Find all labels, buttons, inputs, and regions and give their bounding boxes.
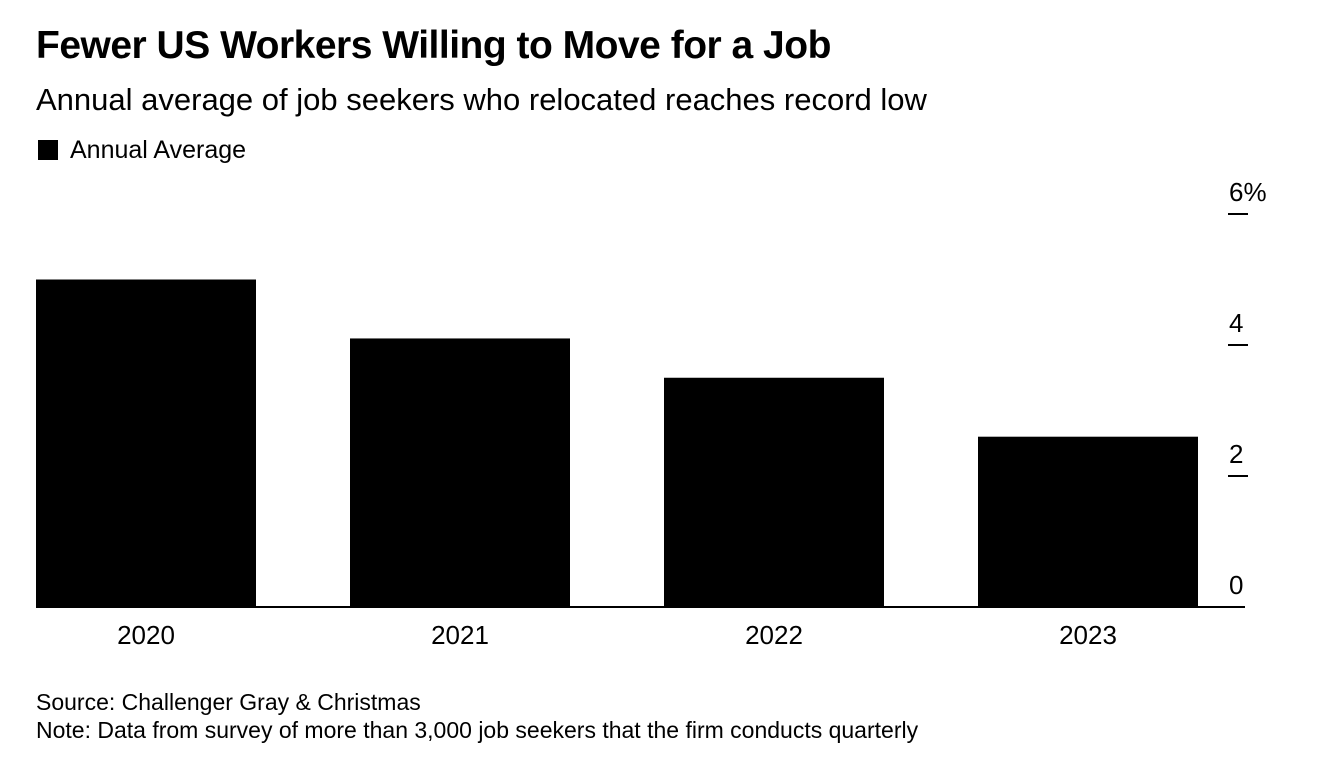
- footnote: Note: Data from survey of more than 3,00…: [36, 717, 919, 743]
- y-tick-label-0: 0: [1229, 570, 1243, 600]
- x-tick-label-2022: 2022: [745, 620, 803, 650]
- x-tick-label-2023: 2023: [1059, 620, 1117, 650]
- source-note: Source: Challenger Gray & Christmas: [36, 689, 421, 715]
- legend: Annual Average: [38, 135, 246, 165]
- chart-title: Fewer US Workers Willing to Move for a J…: [36, 24, 831, 67]
- bar-2021: [350, 338, 570, 607]
- x-tick-label-2021: 2021: [431, 620, 489, 650]
- y-tick-label-6: 6%: [1229, 177, 1267, 207]
- bar-2023: [978, 436, 1198, 607]
- legend-swatch: [38, 140, 58, 160]
- bar-2022: [664, 377, 884, 607]
- bar-2020: [36, 279, 256, 607]
- y-tick-label-2: 2: [1229, 439, 1243, 469]
- y-tick-label-4: 4: [1229, 308, 1243, 338]
- chart-subtitle: Annual average of job seekers who reloca…: [36, 82, 927, 117]
- x-tick-label-2020: 2020: [117, 620, 175, 650]
- legend-label: Annual Average: [70, 135, 247, 164]
